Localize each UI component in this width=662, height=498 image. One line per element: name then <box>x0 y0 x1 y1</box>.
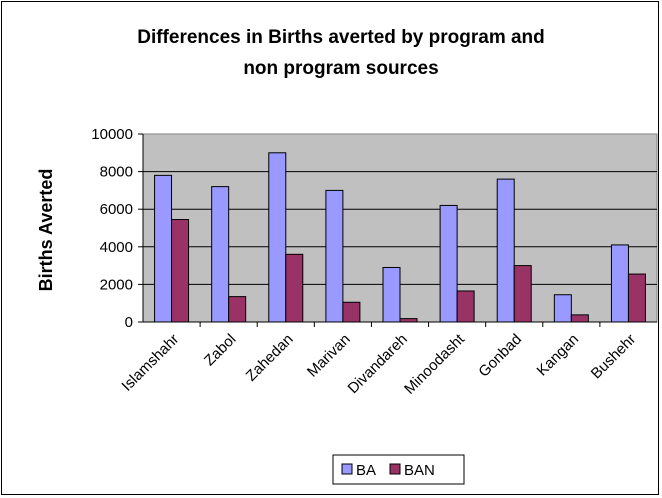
bar-ban-kangan <box>570 314 589 323</box>
x-tick-label: Zabol <box>201 331 240 370</box>
y-tick-label: 10000 <box>91 126 133 143</box>
bar-ban-zabol <box>228 296 247 323</box>
legend: BA BAN <box>332 454 465 485</box>
bar-ba-marivan <box>325 189 344 323</box>
legend-label-ba: BA <box>356 462 376 479</box>
x-tick-label: Bushehr <box>588 331 640 383</box>
x-tick-label: Gonbad <box>475 331 525 381</box>
bar-ban-bushehr <box>627 273 646 323</box>
bar-ban-zahedan <box>285 253 304 323</box>
bar-ba-kangan <box>553 294 572 323</box>
legend-swatch-ban <box>389 463 401 475</box>
bar-ban-islamshahr <box>171 219 190 323</box>
y-tick-label: 0 <box>125 314 133 331</box>
y-axis-label: Births Averted <box>36 169 56 292</box>
bar-ban-divandareh <box>399 318 418 323</box>
chart-title-line-1: Differences in Births averted by program… <box>137 27 545 48</box>
chart-title-line-2: non program sources <box>243 58 438 79</box>
bar-ba-minoodasht <box>439 204 458 323</box>
x-tick-label: Kangan <box>534 331 583 380</box>
bar-ban-marivan <box>342 301 361 323</box>
plot-area: 0 2000 4000 6000 8000 10000 Islamshahr Zabol Zah… <box>91 126 658 398</box>
x-tick-label: Divandareh <box>345 331 411 397</box>
y-tick-label: 4000 <box>100 239 133 256</box>
y-tick-label: 6000 <box>100 201 133 218</box>
x-tick-label: Marivan <box>304 331 354 381</box>
bar-ban-minoodasht <box>456 290 475 323</box>
bar-ba-bushehr <box>610 244 629 323</box>
legend-swatch-ba <box>341 463 353 475</box>
y-tick-label: 8000 <box>100 164 133 181</box>
bar-ban-gonbad <box>513 265 532 323</box>
x-tick-label: Minoodasht <box>401 330 468 397</box>
bar-ba-zabol <box>211 186 230 323</box>
x-tick-label: Islamshahr <box>118 331 182 395</box>
bar-ba-gonbad <box>496 178 515 323</box>
y-tick-label: 2000 <box>100 276 133 293</box>
x-tick-label: Zahedan <box>243 331 297 385</box>
legend-label-ban: BAN <box>404 462 435 479</box>
bar-ba-zahedan <box>268 152 287 323</box>
bar-ba-islamshahr <box>154 174 173 323</box>
bar-ba-divandareh <box>382 266 401 323</box>
